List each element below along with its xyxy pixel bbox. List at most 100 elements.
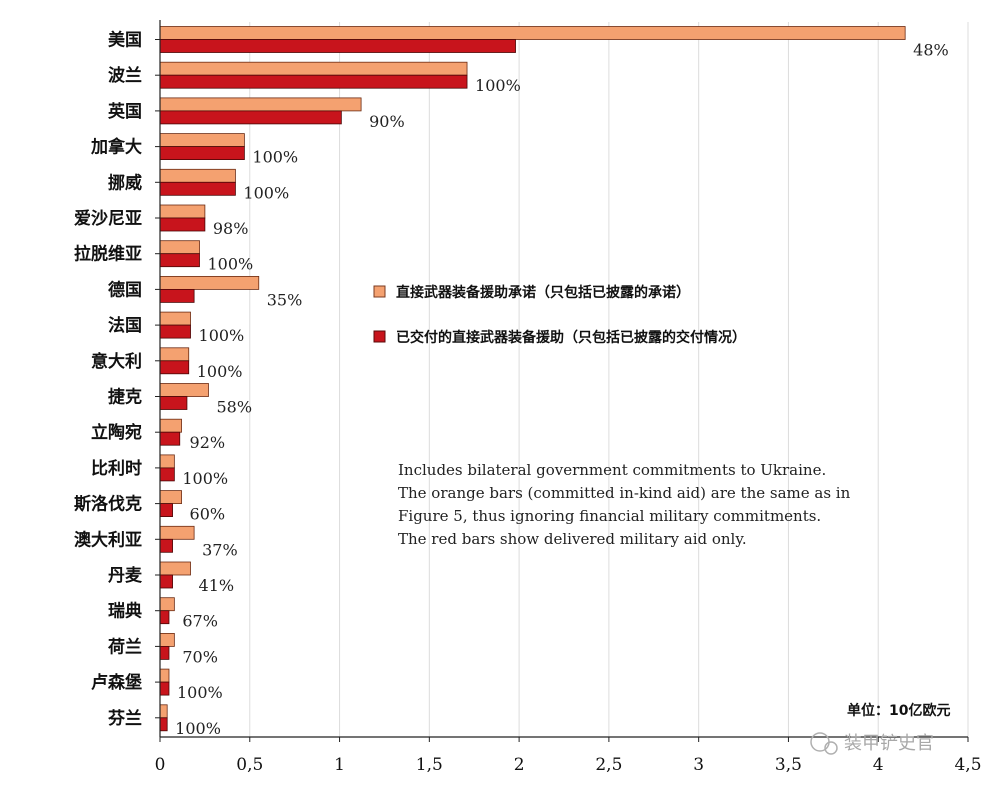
data-label: 60%: [190, 505, 226, 524]
data-label: 100%: [177, 683, 223, 702]
category-label: 丹麦: [108, 565, 143, 586]
bar-delivered: [159, 717, 168, 732]
gridlines: [249, 22, 969, 737]
bar-committed: [159, 26, 906, 40]
category-label: 爱沙尼亚: [74, 208, 142, 229]
x-tick-label: 2,5: [595, 755, 622, 775]
bar-delivered: [159, 217, 206, 232]
bar-committed: [159, 240, 200, 255]
x-tick-label: 3: [693, 755, 704, 775]
category-label: 法国: [108, 315, 142, 336]
data-label: 48%: [913, 41, 949, 60]
x-tick-label: 4,5: [954, 755, 981, 775]
category-label: 加拿大: [90, 137, 142, 158]
bar-delivered: [159, 574, 173, 589]
bar-committed: [159, 133, 245, 148]
category-label: 捷克: [108, 387, 142, 408]
bar-delivered: [159, 610, 170, 625]
data-label: 90%: [369, 112, 405, 131]
legend: 直接武器装备援助承诺（只包括已披露的承诺） 已交付的直接武器装备援助（只包括已披…: [373, 284, 746, 346]
legend-swatch-delivered: [373, 330, 386, 343]
x-tick-label: 1,5: [416, 755, 443, 775]
bar-committed: [159, 633, 175, 647]
data-label: 100%: [182, 469, 228, 488]
data-label: 37%: [202, 540, 238, 559]
bar-delivered: [159, 288, 195, 303]
category-label: 卢森堡: [91, 672, 142, 693]
bars: [159, 26, 906, 732]
data-label: 100%: [475, 76, 521, 95]
labels: 美国 48% 波兰 100% 英国 90% 加拿大 100% 挪威 100% 爱沙尼亚 98% 拉脱维亚…: [74, 30, 949, 738]
bar-committed: [159, 275, 260, 290]
note-line-3: Figure 5, thus ignoring financial milita…: [398, 507, 821, 525]
legend-label-committed: 直接武器装备援助承诺（只包括已披露的承诺）: [396, 284, 690, 301]
bar-delivered: [159, 181, 236, 196]
x-tick-label: 0,5: [236, 755, 263, 775]
data-label: 98%: [213, 219, 249, 238]
bar-committed: [159, 561, 191, 576]
watermark-text: 装甲铲史官: [844, 733, 934, 754]
data-label: 100%: [252, 148, 298, 167]
bar-committed: [159, 668, 170, 683]
bar-delivered: [159, 39, 516, 53]
category-label: 芬兰: [107, 708, 142, 729]
category-label: 英国: [108, 101, 142, 122]
wechat-icon: [810, 732, 830, 752]
data-label: 100%: [197, 362, 243, 381]
bar-delivered: [159, 431, 181, 446]
category-label: 挪威: [108, 172, 142, 193]
bar-committed: [159, 525, 195, 540]
category-label: 澳大利亚: [74, 529, 142, 550]
data-label: 100%: [199, 326, 245, 345]
data-label: 58%: [216, 398, 252, 417]
data-label: 100%: [175, 719, 221, 738]
x-tick-label: 2: [514, 755, 525, 775]
legend-label-delivered: 已交付的直接武器装备援助（只包括已披露的交付情况）: [396, 329, 746, 346]
category-label: 立陶宛: [91, 422, 142, 443]
note-line-4: The red bars show delivered military aid…: [398, 530, 747, 548]
category-label: 意大利: [91, 351, 142, 372]
data-label: 35%: [267, 290, 303, 309]
category-label: 荷兰: [108, 636, 142, 657]
bar-delivered: [159, 253, 200, 268]
bar-committed: [159, 704, 168, 719]
data-label: 41%: [199, 576, 235, 595]
wechat-icon-dot: [824, 741, 838, 755]
data-label: 92%: [190, 433, 226, 452]
bar-delivered: [159, 324, 191, 339]
x-tick-label: 3,5: [775, 755, 802, 775]
x-tick-label: 1: [334, 755, 345, 775]
watermark: 装甲铲史官: [810, 732, 934, 755]
category-label: 波兰: [108, 65, 142, 86]
unit-label: 单位：10亿欧元: [847, 702, 950, 719]
data-label: 70%: [182, 647, 218, 666]
note-line-2: The orange bars (committed in-kind aid) …: [398, 484, 851, 502]
category-label: 瑞典: [108, 601, 142, 622]
category-label: 比利时: [91, 458, 142, 479]
category-label: 美国: [108, 30, 142, 51]
bar-committed: [159, 418, 182, 433]
bar-delivered: [159, 503, 173, 518]
note-box: Includes bilateral government commitment…: [398, 461, 851, 548]
bar-committed: [159, 347, 190, 362]
bar-delivered: [159, 110, 342, 125]
bar-delivered: [159, 396, 188, 410]
bar-committed: [159, 168, 236, 183]
bar-committed: [159, 490, 182, 505]
data-label: 67%: [182, 612, 218, 631]
note-line-1: Includes bilateral government commitment…: [398, 461, 826, 479]
bar-committed: [159, 597, 175, 612]
bar-committed: [159, 97, 362, 112]
category-label: 斯洛伐克: [74, 494, 142, 515]
bar-committed: [159, 204, 206, 219]
bar-committed: [159, 61, 468, 76]
x-axis: 0 0,5 1 1,5 2 2,5 3 3,5 4 4,5: [155, 20, 982, 775]
bar-committed: [159, 454, 175, 469]
x-tick-label: 4: [873, 755, 884, 775]
bar-committed: [159, 383, 209, 397]
data-label: 100%: [208, 255, 254, 274]
bar-delivered: [159, 360, 190, 375]
x-tick-label: 0: [155, 755, 166, 775]
bar-delivered: [159, 146, 245, 161]
